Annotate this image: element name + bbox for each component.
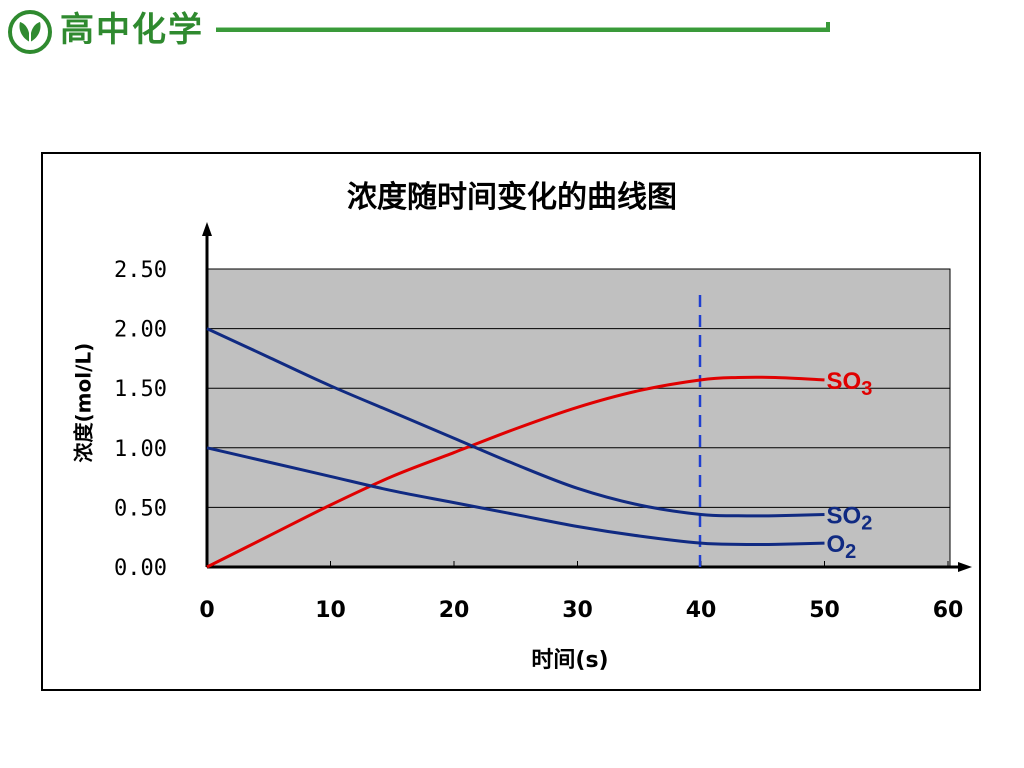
series-line-o2	[206, 446, 825, 547]
x-tick-label: 40	[686, 598, 717, 623]
y-axis-arrow	[202, 222, 212, 236]
y-tick-label: 2.50	[114, 258, 167, 283]
series-label-so3: SO3	[827, 368, 873, 400]
y-tick-label: 0.00	[114, 556, 167, 581]
header-rule	[216, 27, 828, 32]
series-label-so2: SO2	[827, 503, 873, 535]
x-axis-arrow	[958, 562, 972, 572]
x-tick-label: 60	[933, 598, 964, 623]
chart-title: 浓度随时间变化的曲线图	[347, 180, 677, 215]
x-tick-label: 20	[439, 598, 470, 623]
x-tick-label: 10	[315, 598, 346, 623]
series-group	[206, 295, 825, 569]
header: 高中化学	[0, 0, 1024, 60]
gridlines	[207, 268, 950, 508]
leaf-emblem-icon	[8, 10, 52, 54]
x-tick-label: 50	[809, 598, 840, 623]
plot-area	[206, 268, 951, 568]
y-tick-label: 1.50	[114, 377, 167, 402]
y-tick-label: 2.00	[114, 318, 167, 343]
app-title: 高中化学	[60, 10, 204, 50]
header-rule-cap	[826, 22, 830, 32]
x-tick-label: 30	[562, 598, 593, 623]
y-tick-label: 1.00	[114, 437, 167, 462]
tick-labels: 0.00 0.50 1.00 1.50 2.00 2.50 0 10 20 30 40 50 60	[114, 258, 963, 623]
chart-frame	[41, 152, 981, 691]
series-line-so2	[206, 327, 825, 518]
x-axis-label: 时间(s)	[531, 648, 609, 673]
axes	[202, 222, 972, 572]
x-tick-label: 0	[199, 598, 214, 623]
series-label-o2: O2	[827, 531, 857, 563]
series-line-so3	[206, 375, 825, 569]
y-tick-label: 0.50	[114, 496, 167, 521]
